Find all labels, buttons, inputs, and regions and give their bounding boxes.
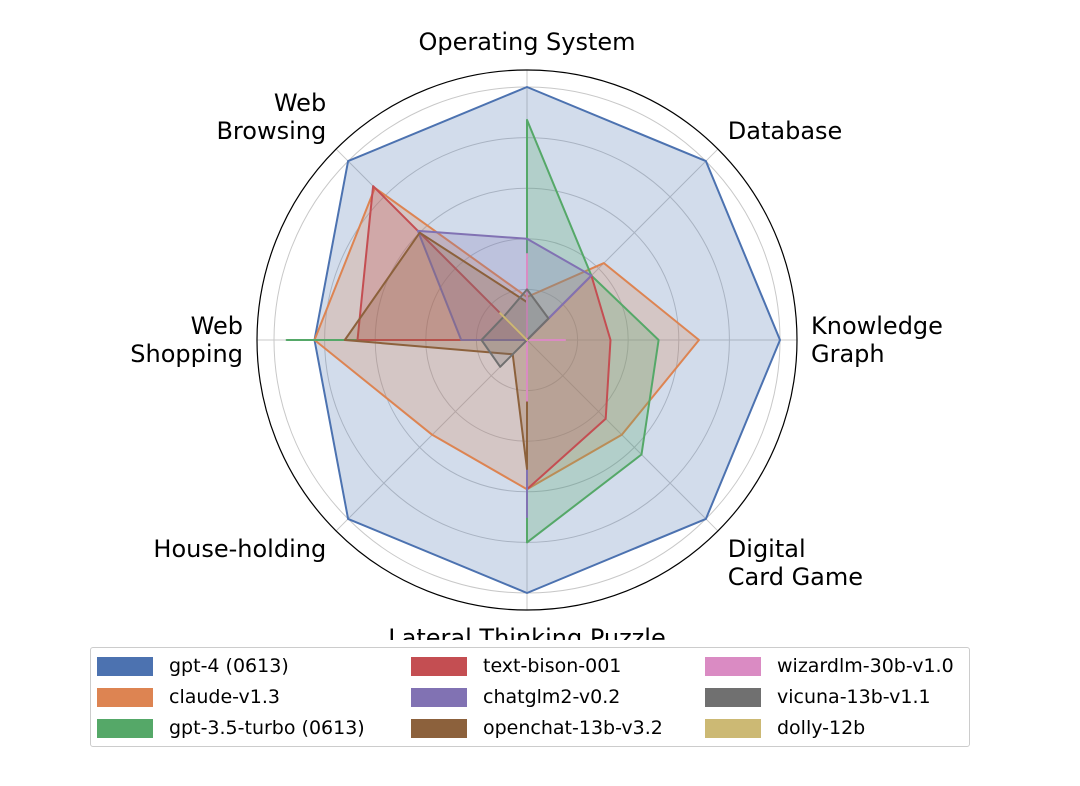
legend-label: claude-v1.3 [169,686,280,708]
legend-item: vicuna-13b-v1.1 [705,684,931,710]
radar-series [285,86,781,594]
legend: gpt-4 (0613) claude-v1.3 gpt-3.5-turbo (06… [90,647,970,747]
legend-label: wizardlm-30b-v1.0 [777,655,954,677]
legend-swatch [705,687,761,707]
legend-label: gpt-4 (0613) [169,655,289,677]
axis-label-6-line-1: House-holding [153,535,326,563]
axis-label-7-line-1: Web [191,312,243,340]
series-dolly-12b [499,312,528,341]
legend-label: chatglm2-v0.2 [483,686,621,708]
radar-chart: Operating System Database Knowledge Graph Di… [130,28,943,640]
legend-swatch [97,718,153,738]
legend-item: dolly-12b [705,715,865,741]
axis-label-4-line-2: Card Game [728,563,863,591]
legend-label: vicuna-13b-v1.1 [777,686,931,708]
legend-item: openchat-13b-v3.2 [411,715,663,741]
axis-label-6: House-holding [153,535,326,563]
axis-label-1-line-1: Operating System [418,28,635,56]
legend-swatch [411,687,467,707]
legend-swatch [705,718,761,738]
axis-label-3-line-2: Graph [811,340,885,368]
axis-label-5: Lateral Thinking Puzzle [388,624,665,640]
legend-label: openchat-13b-v3.2 [483,717,663,739]
axis-label-2: Database [728,117,843,145]
axis-label-1: Operating System [418,28,635,56]
legend-item: claude-v1.3 [97,684,280,710]
legend-item: gpt-3.5-turbo (0613) [97,715,365,741]
axis-label-8-line-1: Web [274,89,326,117]
axis-label-7-line-2: Shopping [130,340,243,368]
axis-labels: Operating System Database Knowledge Graph Di… [130,28,943,640]
legend-label: gpt-3.5-turbo (0613) [169,717,365,739]
axis-label-2-line-1: Database [728,117,843,145]
axis-label-4: Digital Card Game [728,535,863,591]
axis-label-7: Web Shopping [130,312,243,368]
axis-label-5-line-1: Lateral Thinking Puzzle [388,624,665,640]
legend-swatch [97,687,153,707]
legend-item: wizardlm-30b-v1.0 [705,653,954,679]
axis-label-3: Knowledge Graph [811,312,943,368]
legend-item: gpt-4 (0613) [97,653,289,679]
axis-label-3-line-1: Knowledge [811,312,943,340]
legend-item: text-bison-001 [411,653,621,679]
axis-label-8-line-2: Browsing [216,117,326,145]
outer-circle [256,69,798,611]
legend-swatch [97,656,153,676]
legend-label: dolly-12b [777,717,866,739]
legend-label: text-bison-001 [483,655,622,677]
axis-label-8: Web Browsing [216,89,326,145]
legend-swatch [705,656,761,676]
legend-swatch [411,718,467,738]
legend-item: chatglm2-v0.2 [411,684,620,710]
legend-swatch [411,656,467,676]
axis-label-4-line-1: Digital [728,535,806,563]
